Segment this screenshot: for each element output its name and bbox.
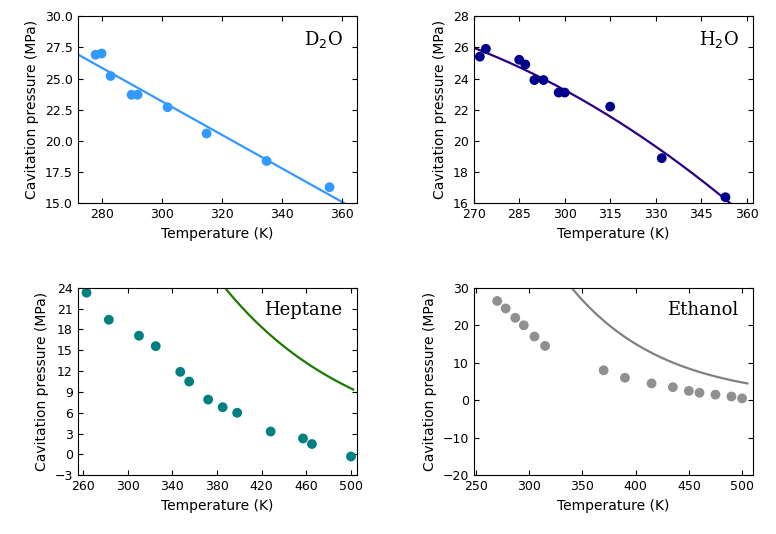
Y-axis label: Cavitation pressure (MPa): Cavitation pressure (MPa)	[434, 20, 448, 199]
Text: Heptane: Heptane	[265, 301, 343, 319]
Point	[528, 332, 541, 341]
Point	[667, 383, 679, 391]
Point	[473, 52, 486, 61]
Point	[513, 56, 525, 64]
Point	[183, 377, 196, 386]
Point	[131, 90, 144, 99]
Text: H$_2$O: H$_2$O	[698, 29, 739, 50]
Text: D$_2$O: D$_2$O	[303, 29, 343, 50]
Point	[161, 103, 174, 112]
Point	[296, 434, 309, 443]
Point	[102, 316, 115, 324]
Point	[528, 76, 541, 84]
Point	[519, 60, 532, 69]
Point	[81, 288, 93, 297]
Point	[683, 387, 695, 395]
Point	[231, 409, 244, 417]
Y-axis label: Cavitation pressure (MPa): Cavitation pressure (MPa)	[423, 292, 437, 471]
Point	[500, 304, 512, 313]
X-axis label: Temperature (K): Temperature (K)	[161, 227, 273, 241]
Point	[693, 389, 705, 397]
Point	[200, 129, 213, 138]
X-axis label: Temperature (K): Temperature (K)	[557, 227, 670, 241]
Point	[480, 44, 492, 53]
Point	[324, 183, 336, 192]
Text: Ethanol: Ethanol	[667, 301, 739, 319]
Point	[509, 313, 521, 322]
X-axis label: Temperature (K): Temperature (K)	[161, 499, 273, 513]
Point	[518, 321, 530, 329]
Point	[202, 395, 214, 404]
Point	[559, 88, 571, 97]
Point	[133, 332, 145, 340]
Point	[726, 392, 738, 401]
Point	[736, 394, 748, 403]
Point	[537, 76, 549, 84]
Point	[126, 90, 138, 99]
Point	[105, 72, 117, 80]
Point	[709, 390, 722, 399]
Point	[491, 297, 504, 305]
Point	[261, 156, 273, 165]
Point	[719, 193, 732, 201]
Point	[539, 342, 551, 350]
Point	[604, 103, 616, 111]
X-axis label: Temperature (K): Temperature (K)	[557, 499, 670, 513]
Y-axis label: Cavitation pressure (MPa): Cavitation pressure (MPa)	[35, 292, 49, 471]
Point	[345, 452, 357, 461]
Y-axis label: Cavitation pressure (MPa): Cavitation pressure (MPa)	[26, 20, 40, 199]
Point	[217, 403, 229, 412]
Point	[646, 379, 658, 388]
Point	[306, 439, 318, 448]
Point	[89, 51, 102, 59]
Point	[150, 342, 162, 350]
Point	[656, 154, 668, 162]
Point	[553, 88, 565, 97]
Point	[598, 366, 610, 374]
Point	[95, 49, 108, 58]
Point	[265, 427, 277, 436]
Point	[618, 373, 631, 382]
Point	[174, 367, 186, 376]
